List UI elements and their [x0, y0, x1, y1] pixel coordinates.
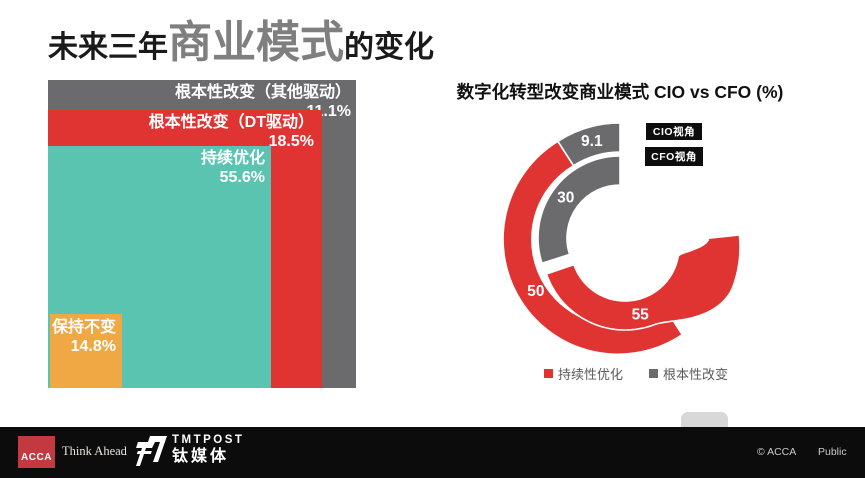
svg-text:50: 50 [527, 283, 544, 300]
tmtpost-logo-icon [136, 436, 167, 466]
donut-chart-title: 数字化转型改变商业模式 CIO vs CFO (%) [456, 82, 784, 102]
acca-logo: ACCA [18, 436, 55, 468]
footer-bar: ACCA Think Ahead TMTPOST 钛媒体 © ACCA Publ… [0, 427, 865, 478]
cio-badge: CIO视角 [646, 123, 702, 140]
chart-legend: 持续性优化 根本性改变 [486, 364, 786, 383]
page-title: 未来三年商业模式的变化 [48, 6, 434, 70]
legend-item-continuous: 持续性优化 [543, 364, 623, 383]
segment-unchanged: 保持不变 14.8% [50, 314, 122, 388]
title-highlight: 商业模式 [168, 18, 344, 67]
cfo-badge: CFO视角 [645, 147, 703, 166]
svg-text:55: 55 [632, 306, 650, 323]
acca-tagline: Think Ahead [62, 444, 127, 458]
double-doughnut-chart: 9.1 50 30 55 [502, 122, 741, 355]
footer-copyright: © ACCA [757, 446, 797, 458]
title-suffix: 的变化 [344, 31, 434, 64]
footer-classification: Public [818, 446, 847, 458]
tmtpost-wordmark: TMTPOST 钛媒体 [172, 434, 245, 465]
segment-label: 根本性改变（DT驱动） 18.5% [148, 114, 314, 150]
svg-text:30: 30 [557, 190, 574, 207]
legend-item-fundamental: 根本性改变 [649, 364, 728, 383]
segment-label: 持续优化 55.6% [200, 150, 265, 186]
segment-label: 保持不变 14.8% [51, 319, 116, 355]
title-prefix: 未来三年 [48, 31, 168, 64]
legend-swatch-gray [649, 369, 658, 378]
legend-swatch-red [543, 369, 553, 378]
svg-text:9.1: 9.1 [581, 133, 603, 150]
